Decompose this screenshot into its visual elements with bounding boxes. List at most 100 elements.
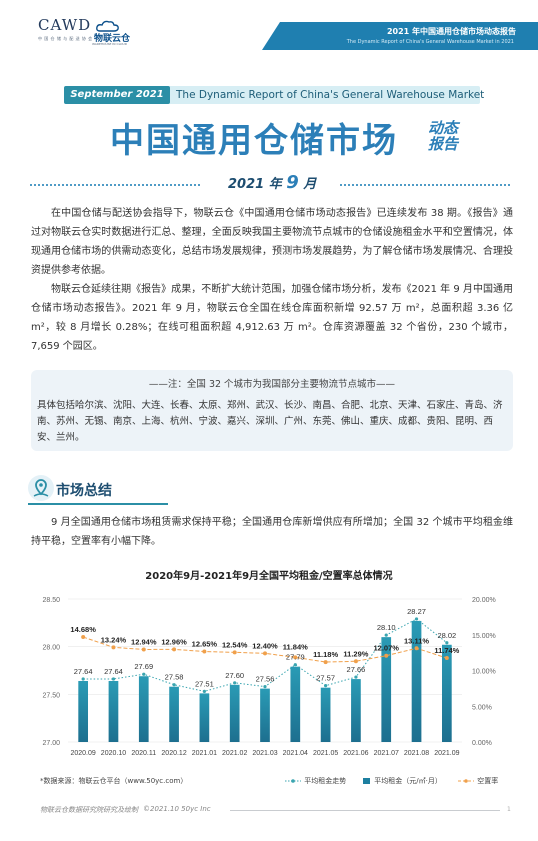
rent-trend-point <box>414 617 419 621</box>
vacancy-value-label: 11.74% <box>434 646 459 655</box>
rent-trend-point <box>445 641 449 645</box>
page-number: 1 <box>507 806 511 813</box>
x-tick-label: 2021.03 <box>252 750 277 757</box>
main-title: 中国通用仓储市场 <box>110 121 398 161</box>
rent-value-label: 27.64 <box>104 667 123 676</box>
legend-rent-label: 平均租金（元/㎡·月） <box>374 777 442 785</box>
vacancy-point <box>111 645 116 650</box>
vacancy-point <box>263 651 267 656</box>
rent-bar <box>411 620 422 742</box>
rent-value-label: 27.58 <box>165 673 184 682</box>
rent-trend-point <box>324 684 328 688</box>
vacancy-point <box>353 659 358 664</box>
rent-bar <box>260 688 270 742</box>
y-right-tick-label: 0.00% <box>472 740 492 747</box>
legend-trend-label: 平均租金走势 <box>304 777 347 785</box>
legend-vacancy-label: 空置率 <box>477 777 499 785</box>
x-tick-label: 2020.09 <box>70 750 95 757</box>
rent-value-label: 28.27 <box>407 607 426 616</box>
legend-vacancy: 空置率 <box>457 776 498 786</box>
city-note-box: ——注：全国 32 个城市为我国部分主要物流节点城市—— 具体包括哈尔滨、沈阳、… <box>31 370 513 451</box>
rent-value-label: 28.02 <box>437 631 456 640</box>
wlyc-logo-subtitle: WAREHOUSE IN CLOUD <box>92 42 128 46</box>
issue-year: 2021 年 <box>228 177 282 192</box>
legend-trend-swatch <box>285 779 301 783</box>
vacancy-point <box>414 646 419 651</box>
y-left-tick-label: 27.50 <box>42 692 60 699</box>
rent-trend-point <box>142 672 146 676</box>
y-right-tick-label: 20.00% <box>472 597 496 604</box>
rent-value-label: 27.57 <box>316 674 335 683</box>
x-tick-label: 2020.11 <box>131 750 156 757</box>
x-tick-label: 2021.02 <box>222 750 247 757</box>
vacancy-value-label: 12.96% <box>161 637 187 646</box>
main-title-side: 动态 报告 <box>428 120 458 152</box>
y-left-tick-label: 27.00 <box>42 740 60 747</box>
rent-trend-point <box>354 675 358 679</box>
rent-bar <box>108 680 119 742</box>
vacancy-value-label: 11.29% <box>343 649 368 658</box>
vacancy-value-label: 13.24% <box>101 635 127 644</box>
vacancy-value-label: 12.94% <box>131 637 157 646</box>
section-title: 市场总结 <box>56 483 112 499</box>
rent-value-label: 27.66 <box>347 665 366 674</box>
rent-bar <box>290 666 301 742</box>
y-right-tick-label: 15.00% <box>472 633 496 640</box>
month-pill: September 2021 <box>64 86 170 104</box>
vacancy-value-label: 12.40% <box>252 641 278 650</box>
rent-bar <box>169 686 179 742</box>
legend-vacancy-swatch <box>458 779 474 783</box>
footer-credit: 物联云仓数据研究院研究及绘制 <box>40 806 138 814</box>
rent-bar <box>351 679 361 742</box>
cloud-icon <box>96 20 119 32</box>
rent-bar <box>138 676 149 742</box>
vacancy-point <box>293 655 298 660</box>
vacancy-point <box>202 649 207 654</box>
issue-date: 2021 年 9 月 <box>228 172 316 193</box>
rent-value-label: 27.79 <box>286 653 305 662</box>
section-underline <box>28 503 168 505</box>
intro-paragraph-1: 在中国仓储与配送协会指导下，物联云仓《中国通用仓储市场动态报告》已连续发布 38… <box>31 208 513 276</box>
x-tick-label: 2020.12 <box>161 750 186 757</box>
rent-value-label: 27.51 <box>195 679 214 688</box>
report-title-band: 2021 年中国通用仓储市场动态报告 The Dynamic Report of… <box>262 22 538 50</box>
vacancy-point <box>444 656 449 661</box>
rent-bar <box>441 644 452 742</box>
vacancy-value-label: 13.11% <box>404 636 429 645</box>
rent-value-label: 28.10 <box>377 623 396 632</box>
rent-value-label: 27.60 <box>225 671 244 680</box>
city-note-heading: ——注：全国 32 个城市为我国部分主要物流节点城市—— <box>148 379 396 390</box>
rent-trend-point <box>81 677 85 681</box>
legend-trend: 平均租金走势 <box>284 776 346 786</box>
report-title-cn: 2021 年中国通用仓储市场动态报告 <box>386 27 516 36</box>
chart-title: 2020年9月-2021年9月全国平均租金/空置率总体情况 <box>145 571 393 582</box>
english-subtitle: The Dynamic Report of China's General Wa… <box>176 89 485 101</box>
x-tick-label: 2021.07 <box>374 750 399 757</box>
rent-bar <box>199 693 210 742</box>
rent-trend-point <box>233 681 237 685</box>
report-title-en: The Dynamic Report of China's General Wa… <box>346 39 514 45</box>
x-tick-label: 2021.01 <box>192 750 217 757</box>
intro-paragraph-2: 物联云仓延续往期《报告》成果，不断扩大统计范围，加强仓储市场分析，发布《2021… <box>31 284 513 352</box>
city-note-list: 具体包括哈尔滨、沈阳、大连、长春、太原、郑州、武汉、长沙、南昌、合肥、北京、天津… <box>37 400 503 443</box>
vacancy-value-label: 12.07% <box>374 644 400 653</box>
rent-value-label: 27.69 <box>134 662 153 671</box>
location-pin-icon <box>33 479 49 497</box>
y-right-tick-label: 5.00% <box>472 704 492 711</box>
vacancy-point <box>232 650 237 655</box>
rent-trend-point <box>384 633 388 637</box>
wlyc-logo: 物联云仓 WAREHOUSE IN CLOUD <box>92 20 132 46</box>
vacancy-value-label: 12.54% <box>222 640 248 649</box>
english-subtitle-bar: September 2021 The Dynamic Report of Chi… <box>64 86 484 104</box>
legend-rent: 平均租金（元/㎡·月） <box>362 776 442 786</box>
y-left-tick-label: 28.00 <box>42 645 60 652</box>
market-summary-paragraph: 9 月全国通用仓储市场租赁需求保持平稳；全国通用仓库新增供应有所增加；全国 32… <box>31 517 513 547</box>
date-divider-right <box>340 184 510 188</box>
cawd-logo: CAWD <box>38 16 92 34</box>
rent-trend-point <box>172 683 176 687</box>
wlyc-logo-text: 物联云仓 <box>94 34 131 44</box>
section-icon <box>28 475 54 501</box>
issue-month: 9 <box>286 172 299 193</box>
x-tick-label: 2021.06 <box>343 750 368 757</box>
vacancy-value-label: 12.65% <box>192 640 218 649</box>
